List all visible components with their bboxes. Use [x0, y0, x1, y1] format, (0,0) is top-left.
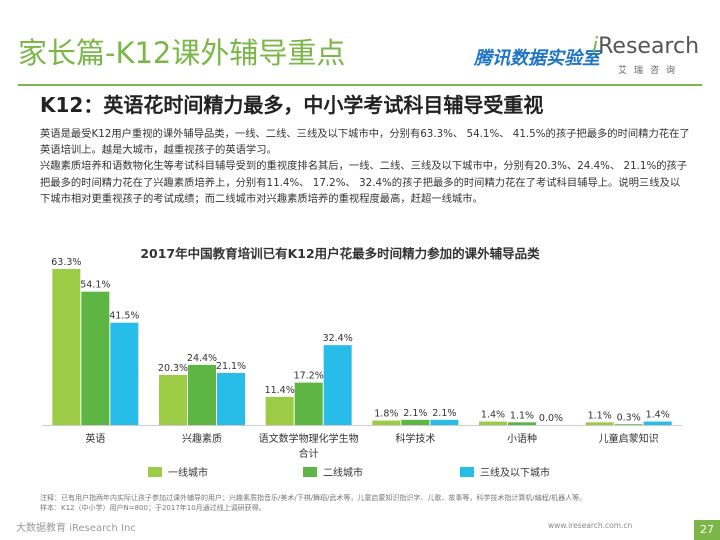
category-label-2: 兴趣素质 — [182, 432, 222, 445]
bar-3-2 — [217, 373, 245, 425]
category-label-6: 儿童启蒙知识 — [599, 432, 659, 445]
footnote-sample: 样本：K12（中小学）用户N=800；于2017年10月通过线上调研获得。 — [40, 504, 266, 512]
legend-swatch-tier3 — [460, 467, 474, 477]
bar-2-1 — [81, 291, 110, 425]
footer-company-name: iResearch Inc — [69, 523, 136, 534]
data-label-1-5: 1.4% — [481, 410, 505, 421]
data-label-2-1: 54.1% — [80, 280, 110, 291]
bar-2-2 — [188, 364, 216, 425]
page-number: 27 — [694, 520, 720, 540]
iresearch-logo: iResearch — [592, 34, 699, 59]
data-label-3-1: 41.5% — [109, 311, 139, 322]
data-label-3-3: 32.4% — [323, 333, 353, 344]
category-label-1: 英语 — [85, 432, 105, 445]
category-label-3-line-2: 合计 — [299, 447, 319, 460]
data-label-2-2: 24.4% — [187, 353, 217, 364]
bar-1-4 — [372, 420, 401, 425]
data-label-2-6: 0.3% — [617, 412, 641, 423]
body-text: 英语是最受K12用户重视的课外辅导品类，一线、二线、三线及以下城市中，分别有63… — [40, 126, 690, 207]
data-label-2-5: 1.1% — [510, 410, 534, 421]
legend-item-tier2: 二线城市 — [303, 464, 363, 479]
page-subtitle: K12：英语花时间精力最多，中小学考试科目辅导受重视 — [40, 93, 544, 117]
page-title: 家长篇-K12课外辅导重点 — [18, 36, 346, 70]
tencent-data-lab-logo: 腾讯数据实验室 — [474, 48, 600, 69]
legend-item-tier3: 三线及以下城市 — [460, 464, 550, 479]
bar-1-1 — [52, 269, 81, 425]
iresearch-logo-text: Research — [598, 34, 700, 59]
data-label-1-6: 1.1% — [588, 410, 612, 421]
bar-2-5 — [508, 422, 536, 425]
iresearch-logo-i: i — [592, 34, 599, 59]
iresearch-logo-subtext: 艾瑞咨询 — [618, 66, 683, 76]
bar-1-6 — [585, 422, 614, 425]
footer-url[interactable]: www.iresearch.com.cn — [548, 521, 633, 530]
data-label-2-3: 17.2% — [294, 371, 324, 382]
title-divider — [18, 84, 702, 86]
data-label-1-1: 63.3% — [51, 257, 81, 268]
data-label-3-5: 0.0% — [539, 413, 563, 424]
footnote: 注释：已有用户指两年内实际让孩子参加过课外辅导的用户；兴趣素质指音乐/美术/下棋… — [40, 493, 680, 513]
body-paragraph-2: 兴趣素质培养和语数物化生等考试科目辅导受到的重视度排名其后，一线、二线、三线及以… — [40, 160, 688, 205]
data-label-1-2: 20.3% — [158, 363, 188, 374]
bar-3-3 — [323, 345, 352, 425]
bar-2-3 — [294, 382, 323, 425]
legend-swatch-tier2 — [303, 467, 317, 477]
chart-title: 2017年中国教育培训已有K12用户花最多时间精力参加的课外辅导品类 — [140, 246, 540, 261]
bar-3-1 — [110, 322, 139, 425]
bar-1-3 — [265, 396, 294, 425]
data-label-1-4: 1.8% — [374, 409, 398, 420]
legend-label-tier2: 二线城市 — [323, 468, 363, 479]
category-label-3-line-1: 语文数学物理化学生物 — [259, 432, 359, 445]
bar-1-2 — [159, 374, 187, 425]
legend-label-tier3: 三线及以下城市 — [480, 468, 550, 479]
data-label-1-3: 11.4% — [265, 385, 295, 396]
body-paragraph-1: 英语是最受K12用户重视的课外辅导品类，一线、二线、三线及以下城市中，分别有63… — [40, 128, 690, 157]
bar-1-5 — [479, 421, 507, 425]
data-label-2-4: 2.1% — [403, 408, 427, 419]
footer-company: 大数据教育 iResearch Inc — [16, 519, 136, 534]
data-label-3-2: 21.1% — [216, 361, 246, 372]
category-label-4: 科学技术 — [395, 432, 435, 445]
category-label-5: 小语种 — [507, 432, 537, 445]
legend-item-tier1: 一线城市 — [148, 464, 208, 479]
bar-3-6 — [643, 421, 672, 425]
legend-label-tier1: 一线城市 — [168, 468, 208, 479]
bar-3-4 — [430, 419, 459, 425]
data-label-3-4: 2.1% — [432, 408, 456, 419]
legend-swatch-tier1 — [148, 467, 162, 477]
footer-watermark: 大数据教育 — [16, 523, 66, 534]
data-label-3-6: 1.4% — [646, 410, 670, 421]
bar-2-4 — [401, 419, 430, 425]
bar-2-6 — [614, 424, 643, 425]
footnote-note: 注释：已有用户指两年内实际让孩子参加过课外辅导的用户；兴趣素质指音乐/美术/下棋… — [40, 494, 587, 502]
